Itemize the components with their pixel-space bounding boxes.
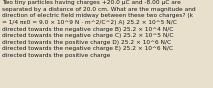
Text: Two tiny particles having charges +20.0 μC and -8.00 μC are
separated by a dista: Two tiny particles having charges +20.0 … bbox=[2, 0, 195, 58]
